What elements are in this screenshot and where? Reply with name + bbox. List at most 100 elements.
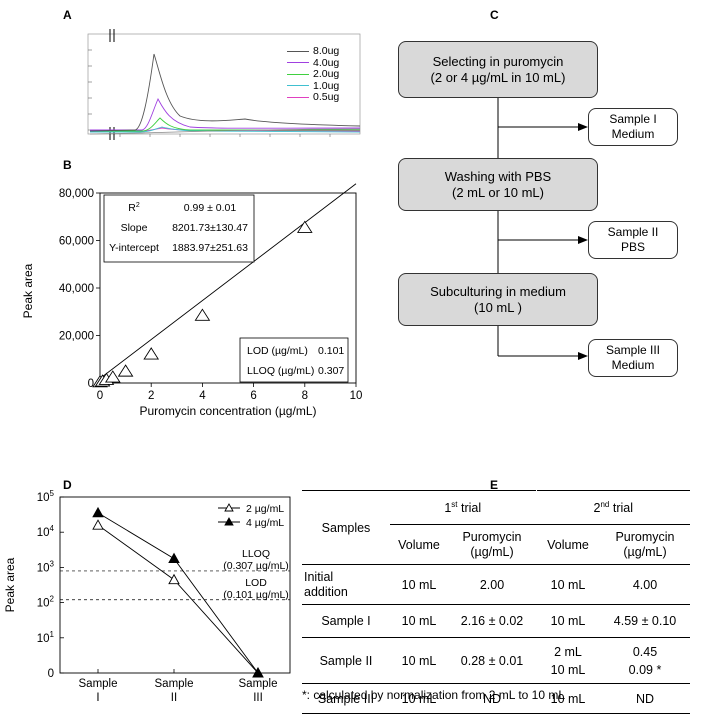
cell-puromycin-1: 0.28 ± 0.01 (460, 653, 524, 668)
x-tick-label: 8 (302, 390, 308, 402)
y-tick-label: 0 (88, 378, 94, 390)
stat-r2-label: R2 (128, 202, 140, 214)
chart-d-frame (59, 496, 291, 674)
y-tick-label: 102 (37, 595, 55, 610)
panel-label-e: E (490, 478, 499, 492)
cell-puromycin-1: ND (482, 691, 502, 706)
legend-line (287, 50, 309, 52)
x-tick-label: 0 (97, 390, 103, 402)
col-header-trial-1: 1st trial (390, 490, 536, 525)
table-footnote: *: calculated by normalization from 2 mL… (302, 688, 566, 702)
panel-label-c: C (490, 8, 499, 22)
y-tick-label: 60,000 (59, 236, 94, 248)
cell-volume-2: 10 mL (550, 691, 586, 706)
x-tick-label: Sample (239, 678, 278, 690)
axis-break-top (109, 29, 115, 42)
cell-volume-1: 10 mL (401, 614, 437, 628)
row-sample: Initial addition (304, 569, 348, 599)
sample-line: Sample I (609, 112, 657, 126)
y-tick-label: 101 (37, 630, 55, 645)
trace-1-0ug (90, 126, 361, 133)
flowchart-connectors (497, 98, 588, 360)
cell-volume-1: 10 mL (401, 691, 437, 706)
sample-box-3: Sample III Medium (588, 339, 678, 377)
x-tick-label: Sample (155, 678, 194, 690)
detection-limits-box (239, 337, 349, 383)
y-tick-label: 105 (37, 489, 55, 504)
cell-volume-2: 2 mL 10 mL (550, 644, 586, 677)
reference-label: (0.307 µg/mL) (223, 560, 289, 572)
calibration-chart: 0 2 4 6 8 10 0 20,000 40,000 60,000 80,000 R2 0.99… (21, 183, 362, 418)
data-point (296, 220, 313, 233)
y-tick-label: 103 (37, 559, 55, 574)
y-tick-label: 0 (48, 668, 54, 680)
stat-slope-label: Slope (121, 222, 148, 234)
arrow-head-3 (578, 352, 588, 360)
flow-step-line: Washing with PBS (444, 168, 552, 184)
lloq-label: LLOQ (µg/mL) (247, 365, 314, 377)
x-tick-label: II (171, 692, 177, 704)
legend-label-4ug: 4 µg/mL (246, 517, 284, 529)
flow-step-line: (2 or 4 µg/mL in 10 mL) (430, 69, 566, 85)
data-point (104, 370, 121, 383)
y-tick-label: 40,000 (59, 283, 94, 295)
series-point (168, 573, 180, 585)
x-tick-label: I (96, 692, 99, 704)
cell-puromycin-2: 0.45 0.09 * (628, 644, 662, 677)
legend-item: 8.0ug (287, 45, 339, 58)
sample-line: Medium (611, 127, 655, 141)
series-point (92, 519, 104, 530)
row-sample: Sample II (319, 653, 373, 668)
reference-label: LLOQ (242, 548, 270, 560)
col-header-samples: Samples (321, 520, 371, 535)
arrow-head-1 (578, 123, 588, 131)
cell-puromycin-2: 4.00 (632, 577, 658, 592)
col-header-puromycin-2: Puromycin (µg/mL) (615, 529, 675, 559)
chromatogram-panel-a (87, 29, 361, 140)
panel-label-d: D (63, 478, 72, 492)
col-header-trial-2: 2nd trial (535, 490, 690, 525)
chart-d-y-title: Peak area (3, 557, 17, 612)
trial-results-table: Samples 1st trial 2nd trial Volume Purom… (302, 490, 690, 714)
legend-item: 2.0ug (287, 68, 339, 81)
sample-line: Medium (611, 358, 655, 372)
series-point (92, 506, 104, 518)
x-tick-label: 6 (250, 390, 256, 402)
lloq-value: 0.307 (318, 365, 344, 377)
legend-line (287, 62, 309, 64)
sample-box-1: Sample I Medium (588, 108, 678, 146)
legend-line (287, 96, 309, 98)
cell-puromycin-1: 2.00 (479, 577, 505, 592)
lod-label: LOD (µg/mL) (247, 345, 308, 357)
reference-label: LOD (245, 577, 267, 589)
legend-line (287, 73, 309, 75)
legend-item: 4.0ug (287, 57, 339, 70)
cell-volume-1: 10 mL (401, 653, 437, 668)
stat-r2-value: 0.99 ± 0.01 (184, 202, 237, 214)
data-point (194, 308, 211, 321)
y-axis-title: Peak area (21, 263, 35, 318)
lod-value: 0.101 (318, 345, 344, 357)
stat-intercept-label: Y-intercept (109, 242, 159, 254)
y-tick-label: 20,000 (59, 331, 94, 343)
cell-puromycin-2: ND (635, 691, 655, 706)
table-row: Initial addition 10 mL 2.00 10 mL 4.00 (302, 565, 690, 605)
col-header-volume-1: Volume (398, 537, 440, 552)
sample-line: Sample II (607, 225, 659, 239)
trace-baseline (89, 128, 361, 135)
trace-2-0ug (90, 117, 360, 132)
legend-marker-2ug (224, 503, 234, 512)
flow-step-line: Subculturing in medium (430, 283, 566, 299)
chromatogram-frame (87, 33, 361, 135)
table-row: Sample III 10 mL ND 10 mL ND (302, 684, 690, 714)
x-tick-label: 4 (199, 390, 206, 402)
cell-volume-2: 10 mL (550, 614, 586, 628)
data-point (143, 347, 160, 360)
series-point (252, 667, 264, 678)
row-sample: Sample III (317, 691, 375, 706)
trace-8-0ug (89, 53, 361, 132)
y-tick-label: 80,000 (59, 188, 94, 200)
sample-line: Sample III (605, 343, 661, 357)
flow-step-selecting: Selecting in puromycin (2 or 4 µg/mL in … (398, 41, 598, 98)
legend-line (287, 85, 309, 87)
